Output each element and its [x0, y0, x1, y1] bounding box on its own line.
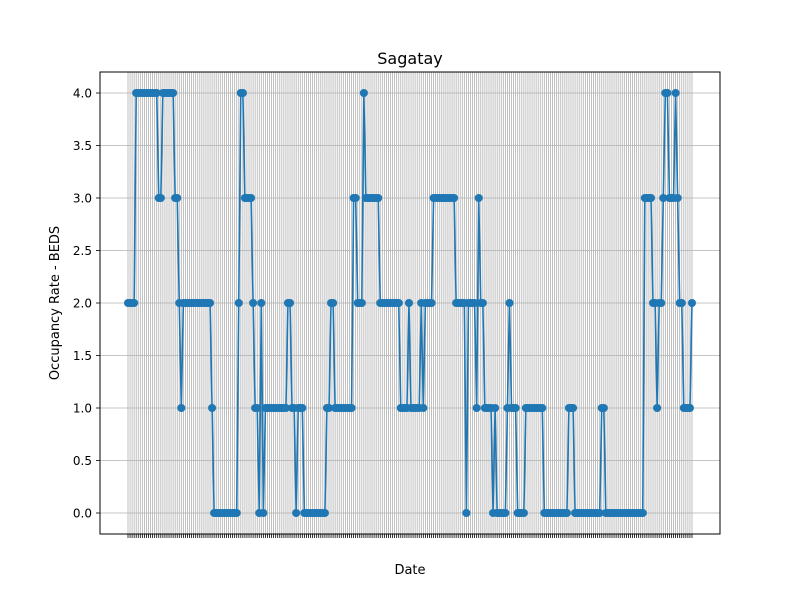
y-tick-label: 2.5: [73, 244, 92, 258]
data-point: [324, 404, 333, 412]
data-point: [292, 509, 301, 517]
data-point: [562, 509, 571, 517]
y-tick-label: 2.0: [73, 297, 92, 311]
data-point: [501, 509, 510, 517]
data-point: [685, 404, 694, 412]
data-point: [505, 299, 514, 307]
data-point: [657, 299, 666, 307]
data-point: [595, 509, 604, 517]
y-tick-label: 0.0: [73, 507, 92, 521]
data-point: [359, 89, 368, 97]
data-point: [249, 299, 258, 307]
data-point: [173, 194, 182, 202]
data-point: [347, 404, 356, 412]
y-axis-label: Occupancy Rate - BEDS: [48, 226, 63, 380]
data-point: [519, 509, 528, 517]
data-point: [351, 194, 360, 202]
data-point: [156, 194, 165, 202]
data-point: [671, 89, 680, 97]
chart-title: Sagatay: [377, 49, 442, 68]
data-point: [663, 89, 672, 97]
data-point: [177, 404, 186, 412]
x-axis-ticks: [127, 534, 693, 538]
data-point: [450, 194, 459, 202]
series-occupancy: [124, 89, 696, 517]
data-point: [234, 299, 243, 307]
data-point: [599, 404, 608, 412]
data-point: [253, 404, 262, 412]
data-point: [206, 299, 215, 307]
data-point: [474, 194, 483, 202]
y-tick-label: 3.5: [73, 139, 92, 153]
data-point: [374, 194, 383, 202]
data-point: [491, 404, 500, 412]
data-point: [478, 299, 487, 307]
data-point: [169, 89, 178, 97]
data-point: [470, 299, 479, 307]
data-point: [472, 404, 481, 412]
data-point: [232, 509, 241, 517]
data-point: [404, 299, 413, 307]
data-point: [511, 404, 520, 412]
data-point: [281, 404, 290, 412]
data-point: [646, 194, 655, 202]
data-point: [538, 404, 547, 412]
y-axis-ticks: 0.0 0.5 1.0 1.5 2.0 2.5 3.0 3.5 4.0: [73, 87, 100, 521]
data-point: [152, 89, 161, 97]
data-point: [427, 299, 436, 307]
data-point: [462, 509, 471, 517]
y-tick-label: 1.5: [73, 349, 92, 363]
data-point: [320, 509, 329, 517]
data-point: [638, 509, 647, 517]
data-point: [394, 299, 403, 307]
y-tick-label: 4.0: [73, 87, 92, 101]
y-tick-label: 3.0: [73, 192, 92, 206]
data-point: [677, 299, 686, 307]
data-point: [238, 89, 247, 97]
data-point: [653, 404, 662, 412]
data-point: [357, 299, 366, 307]
data-point: [688, 299, 696, 307]
y-tick-label: 1.0: [73, 402, 92, 416]
y-tick-label: 0.5: [73, 454, 92, 468]
data-point: [298, 404, 307, 412]
data-point: [329, 299, 338, 307]
data-point: [659, 194, 668, 202]
data-point: [208, 404, 217, 412]
data-point: [247, 194, 256, 202]
x-axis-label: Date: [394, 563, 425, 578]
data-point: [257, 299, 266, 307]
data-point: [569, 404, 578, 412]
data-point: [419, 404, 428, 412]
data-point: [286, 299, 295, 307]
data-point: [130, 299, 139, 307]
data-point: [259, 509, 268, 517]
data-point: [673, 194, 682, 202]
